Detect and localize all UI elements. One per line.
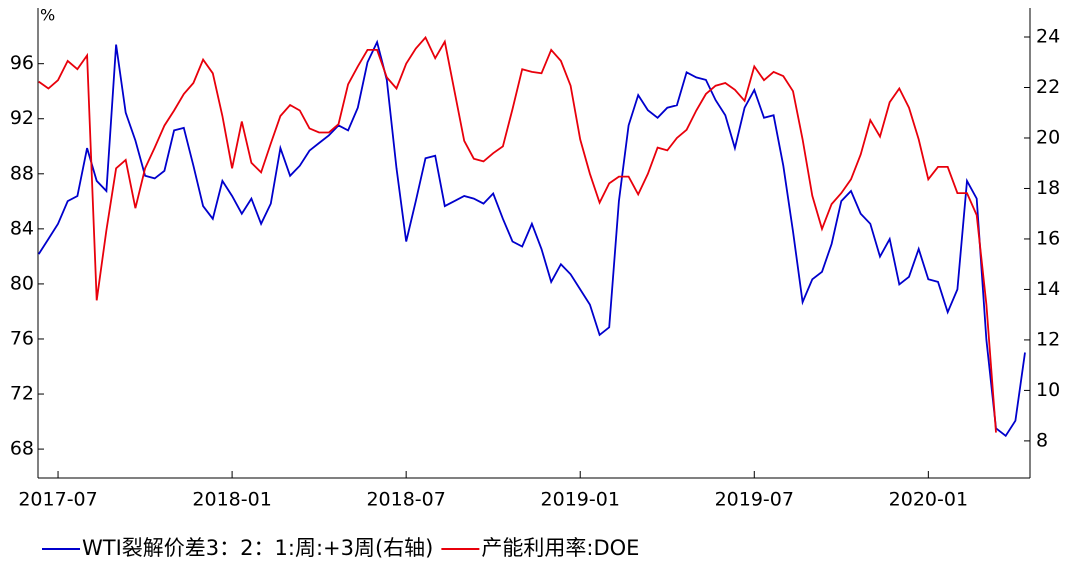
- y-tick-label: 88: [10, 162, 34, 184]
- y2-tick-label: 24: [1036, 26, 1060, 48]
- y2-tick-label: 10: [1036, 379, 1060, 401]
- y-tick-label: 80: [10, 272, 34, 294]
- x-tick-label: 2018-01: [192, 489, 271, 511]
- y2-tick-label: 20: [1036, 126, 1060, 148]
- x-tick-label: 2017-07: [18, 489, 97, 511]
- y-tick-label: 84: [10, 217, 34, 239]
- y2-tick-label: 14: [1036, 278, 1060, 300]
- y-tick-label: 96: [10, 52, 34, 74]
- y2-tick-label: 8: [1036, 429, 1048, 451]
- y-tick-label: 68: [10, 438, 34, 460]
- y-tick-label: 76: [10, 327, 34, 349]
- y2-tick-label: 18: [1036, 177, 1060, 199]
- y-axis-label: %: [40, 6, 55, 25]
- legend-label: 产能利用率:DOE: [481, 536, 639, 560]
- y-tick-label: 72: [10, 383, 34, 405]
- y-tick-label: 92: [10, 107, 34, 129]
- x-tick-label: 2019-07: [715, 489, 794, 511]
- y2-tick-label: 16: [1036, 227, 1060, 249]
- x-tick-label: 2018-07: [366, 489, 445, 511]
- y2-tick-label: 12: [1036, 328, 1060, 350]
- x-tick-label: 2020-01: [889, 489, 968, 511]
- legend-label: WTI裂解价差3：2：1:周:+3周(右轴): [82, 536, 433, 560]
- series-line: [38, 35, 997, 433]
- series-line: [37, 39, 1026, 438]
- x-tick-label: 2019-01: [541, 489, 620, 511]
- y2-tick-label: 22: [1036, 76, 1060, 98]
